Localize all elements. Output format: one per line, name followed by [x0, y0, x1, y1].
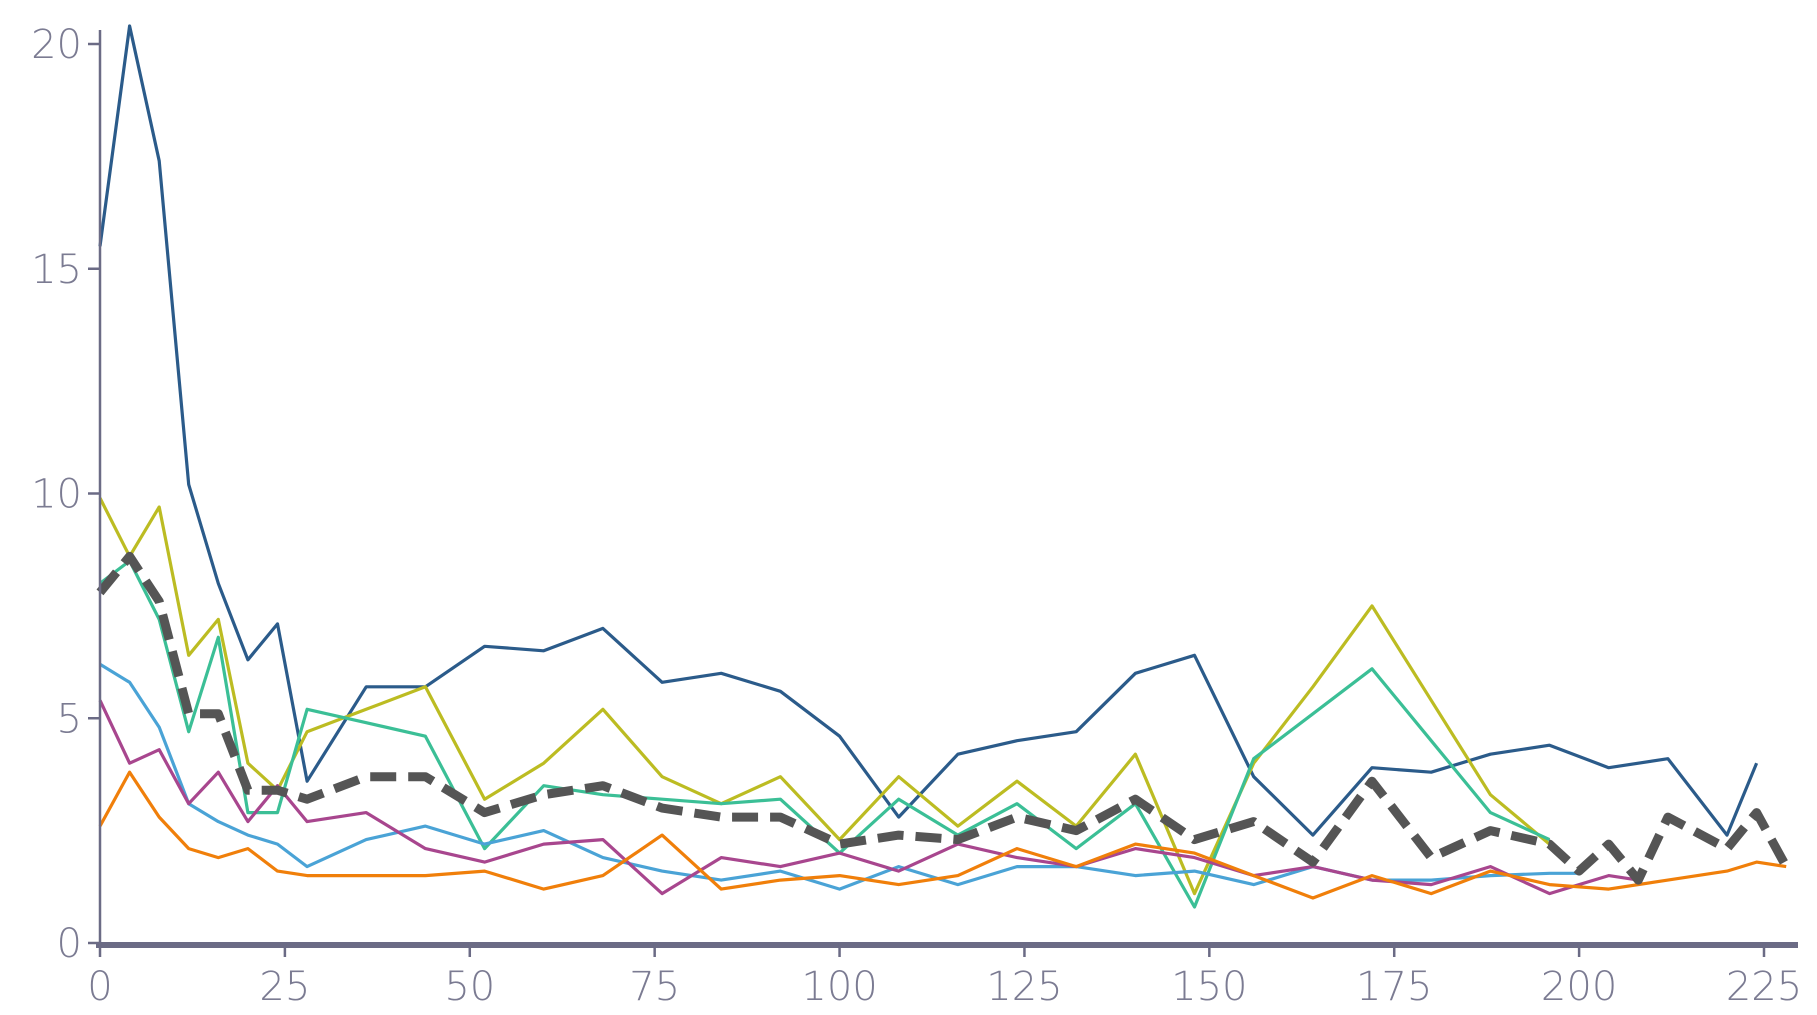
series-line-3	[99, 662, 1580, 891]
y-tick-label: 15	[31, 247, 82, 293]
x-tick-label: 175	[1356, 964, 1432, 1010]
x-tick-label: 0	[87, 964, 112, 1010]
x-tick-label: 225	[1726, 964, 1802, 1010]
x-tick-label: 100	[801, 964, 877, 1010]
y-tick-label: 10	[31, 472, 82, 518]
x-tick-label: 25	[259, 964, 310, 1010]
y-tick-label: 0	[57, 921, 82, 967]
x-tick-label: 125	[986, 964, 1062, 1010]
series-line-5	[98, 770, 1787, 900]
x-tick-label: 75	[629, 964, 680, 1010]
x-tick-label: 50	[444, 964, 495, 1010]
x-tick-label: 150	[1171, 964, 1247, 1010]
series-layer	[96, 24, 1791, 909]
y-tick-label: 20	[31, 22, 82, 68]
series-line-6	[96, 551, 1791, 885]
y-tick-label: 5	[57, 696, 82, 742]
series-line-0	[98, 24, 1759, 837]
series-line-4	[98, 699, 1639, 896]
x-tick-label: 200	[1541, 964, 1617, 1010]
